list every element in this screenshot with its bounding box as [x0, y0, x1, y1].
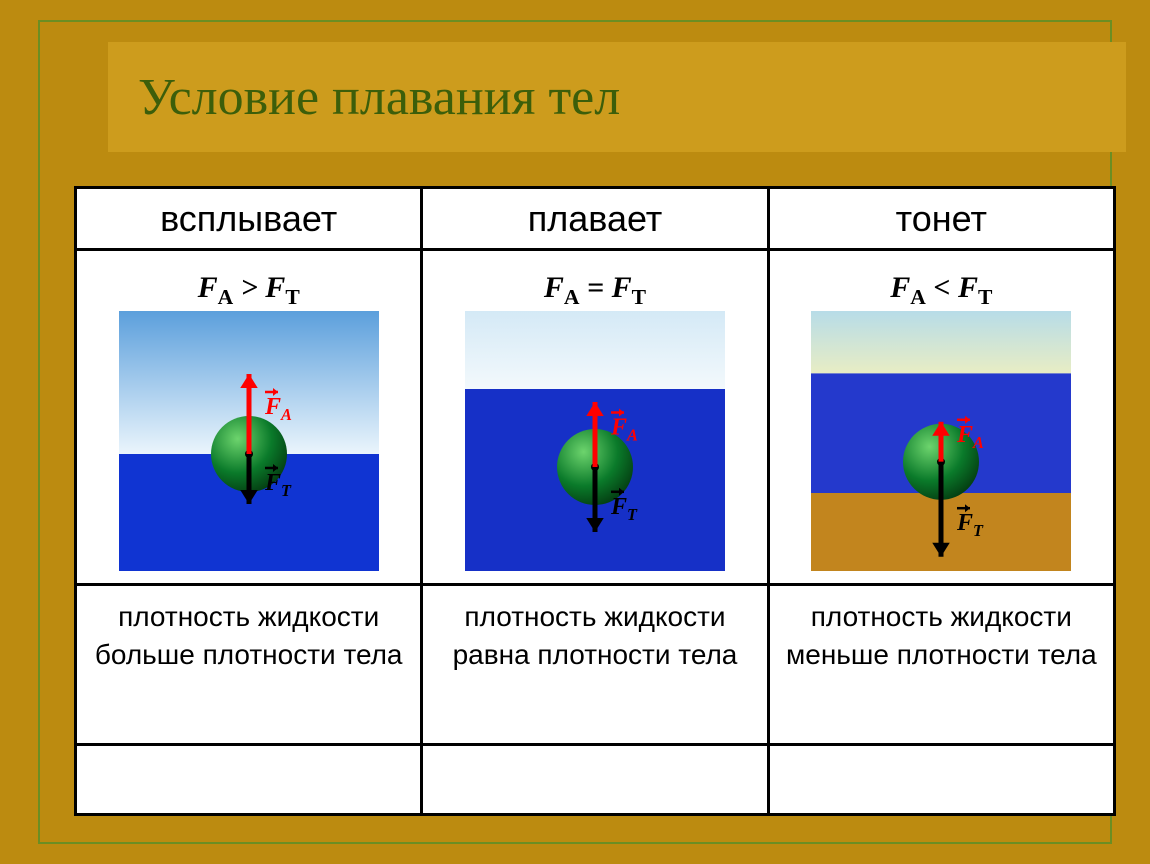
description: плотность жидкости меньше плотности тела: [768, 585, 1114, 745]
formula: FA = FT: [544, 271, 646, 310]
physics-diagram: FAFT: [119, 311, 379, 571]
physics-diagram: FAFT: [465, 311, 725, 571]
physics-diagram: FAFT: [811, 311, 1071, 571]
blank-cell: [422, 745, 768, 815]
formula: FA < FT: [890, 271, 992, 310]
diagram-cell: FA = FT FAFT: [422, 250, 768, 585]
col-header: плавает: [422, 188, 768, 250]
description: плотность жидкости равна плотности тела: [422, 585, 768, 745]
description-row: плотность жидкости больше плотности тела…: [76, 585, 1115, 745]
title-bar: Условие плавания тел: [108, 42, 1126, 152]
conditions-table: всплывает плавает тонет FA > FT FAFT FA …: [74, 186, 1116, 816]
diagram-row: FA > FT FAFT FA = FT FAFT FA < FT FAFT: [76, 250, 1115, 585]
diagram-cell: FA < FT FAFT: [768, 250, 1114, 585]
blank-row: [76, 745, 1115, 815]
table-header-row: всплывает плавает тонет: [76, 188, 1115, 250]
blank-cell: [76, 745, 422, 815]
page-title: Условие плавания тел: [138, 68, 620, 127]
formula: FA > FT: [198, 271, 300, 310]
col-header: всплывает: [76, 188, 422, 250]
diagram-cell: FA > FT FAFT: [76, 250, 422, 585]
blank-cell: [768, 745, 1114, 815]
description: плотность жидкости больше плотности тела: [76, 585, 422, 745]
col-header: тонет: [768, 188, 1114, 250]
